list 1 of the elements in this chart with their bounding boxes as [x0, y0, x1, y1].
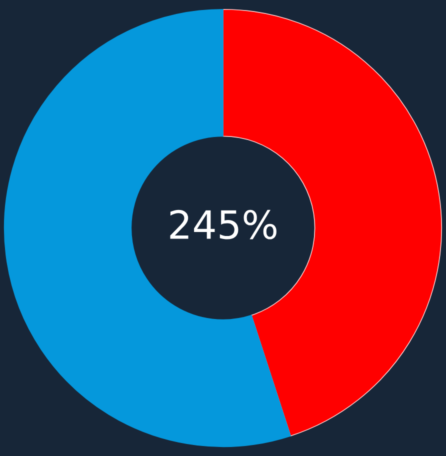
text: 245% [170, 210, 276, 240]
